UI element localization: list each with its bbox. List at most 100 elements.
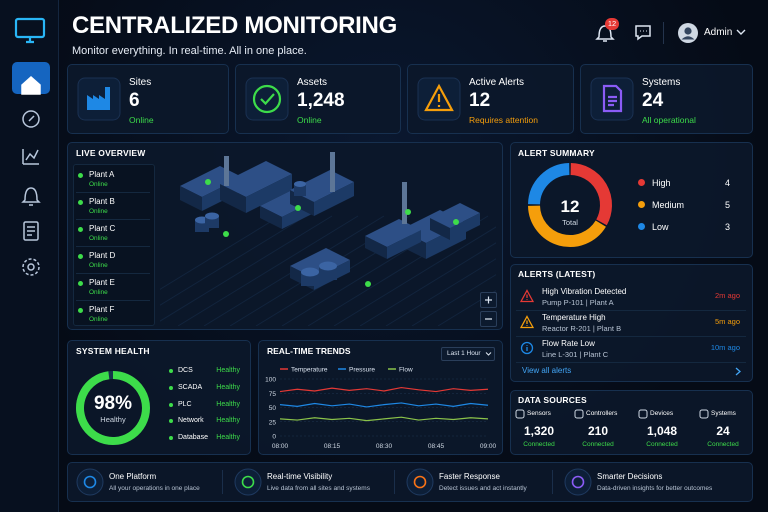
block-right <box>314 182 354 216</box>
feature-divider <box>552 470 553 494</box>
decoration <box>684 27 692 35</box>
range-caret[interactable] <box>485 351 492 357</box>
user-menu-caret[interactable] <box>736 28 746 36</box>
plant-name[interactable]: Plant A <box>89 170 115 179</box>
system-status: Healthy <box>216 400 240 408</box>
stat-status: Requires attention <box>469 115 538 125</box>
legend-name: Medium <box>652 200 685 210</box>
legend-name: Low <box>652 222 669 232</box>
y-tick-label: 0 <box>272 434 276 441</box>
system-name: Database <box>178 434 208 442</box>
alert-title[interactable]: Temperature High <box>542 313 606 322</box>
header-divider <box>663 22 664 44</box>
x-tick-label: 08:15 <box>324 443 341 450</box>
page-subtitle: Monitor everything. In real-time. All in… <box>72 45 307 57</box>
decoration <box>21 187 41 206</box>
system-status: Healthy <box>216 434 240 442</box>
app-logo <box>14 17 46 44</box>
feature-icon <box>234 468 262 496</box>
source-label: Devices <box>650 410 674 417</box>
alert-glyph <box>520 315 534 329</box>
messages-button[interactable] <box>633 23 653 43</box>
range-selector-label[interactable]: Last 1 Hour <box>447 350 481 357</box>
block-left <box>430 218 450 240</box>
source-label: Systems <box>711 410 736 417</box>
alert-title[interactable]: High Vibration Detected <box>542 287 627 296</box>
nav-icons <box>21 75 41 276</box>
stat-value: 12 <box>469 90 491 111</box>
stat-value: 1,248 <box>297 90 345 111</box>
decoration <box>28 115 35 122</box>
tank-top <box>205 212 219 220</box>
feature-divider <box>222 470 223 494</box>
panel-title: ALERT SUMMARY <box>518 148 595 158</box>
source-icon <box>574 409 584 419</box>
status-dot <box>169 369 173 373</box>
list-divider <box>516 336 746 337</box>
tank-top <box>301 267 319 277</box>
view-all-alerts-link[interactable]: View all alerts <box>522 366 572 375</box>
range-selector[interactable] <box>441 347 495 361</box>
stat-icon <box>417 77 461 121</box>
data-sources-panel <box>510 390 753 455</box>
donut-segment <box>528 163 570 205</box>
y-tick-label: 100 <box>265 377 276 384</box>
check <box>260 93 275 106</box>
legend-dot <box>638 201 645 208</box>
link-arrow[interactable] <box>734 367 742 376</box>
system-name: DCS <box>178 367 193 374</box>
stat-status: Online <box>129 115 154 125</box>
list-divider <box>76 192 150 193</box>
feature-title: Smarter Decisions <box>597 472 663 481</box>
plant-status: Online <box>89 262 108 269</box>
feature-text: Live data from all sites and systems <box>267 485 370 492</box>
site-marker <box>365 281 371 287</box>
health-ring <box>76 371 150 445</box>
check-ring <box>252 84 282 114</box>
plant-status: Online <box>89 289 108 296</box>
y-tick-label: 25 <box>269 419 277 426</box>
source-label: Controllers <box>586 410 618 417</box>
decoration <box>485 352 492 356</box>
alert-title[interactable]: Flow Rate Low <box>542 339 595 348</box>
pipe-line <box>177 215 359 326</box>
block-left <box>290 190 314 216</box>
alert-total: 12 <box>560 197 580 216</box>
plant-name[interactable]: Plant B <box>89 197 115 206</box>
source-status: Connected <box>523 441 555 448</box>
plant-name[interactable]: Plant E <box>89 278 115 287</box>
pipe-line <box>160 215 307 306</box>
user-avatar[interactable] <box>677 22 699 44</box>
legend-label: Flow <box>399 367 413 374</box>
decoration <box>27 226 35 236</box>
list-divider <box>76 273 150 274</box>
stat-status: Online <box>297 115 322 125</box>
source-value: 24 <box>716 424 730 438</box>
feature-icon <box>564 468 592 496</box>
source-glyph <box>515 409 525 419</box>
feature-icon-bg <box>76 468 104 496</box>
user-name[interactable]: Admin <box>704 27 733 38</box>
panel-title: DATA SOURCES <box>518 395 587 405</box>
plant-name[interactable]: Plant D <box>89 251 116 260</box>
y-tick-label: 50 <box>269 405 277 412</box>
plant-status: Online <box>89 235 108 242</box>
y-tick-label: 75 <box>269 391 277 398</box>
trend-line <box>279 386 489 393</box>
stat-label: Systems <box>642 77 681 88</box>
stat-status: All operational <box>642 115 696 125</box>
stat-label: Sites <box>129 77 152 88</box>
plant-illustration <box>160 152 496 326</box>
site-marker <box>205 179 211 185</box>
tank-top <box>294 181 306 187</box>
decoration <box>681 36 695 40</box>
pipe-line <box>359 242 496 326</box>
plant-name[interactable]: Plant F <box>89 305 115 314</box>
pipe-line <box>411 274 496 326</box>
block-right <box>450 213 480 240</box>
legend-label: Temperature <box>291 367 328 374</box>
feature-divider <box>394 470 395 494</box>
block-top <box>430 203 480 228</box>
plant-name[interactable]: Plant C <box>89 224 116 233</box>
source-status: Connected <box>646 441 678 448</box>
